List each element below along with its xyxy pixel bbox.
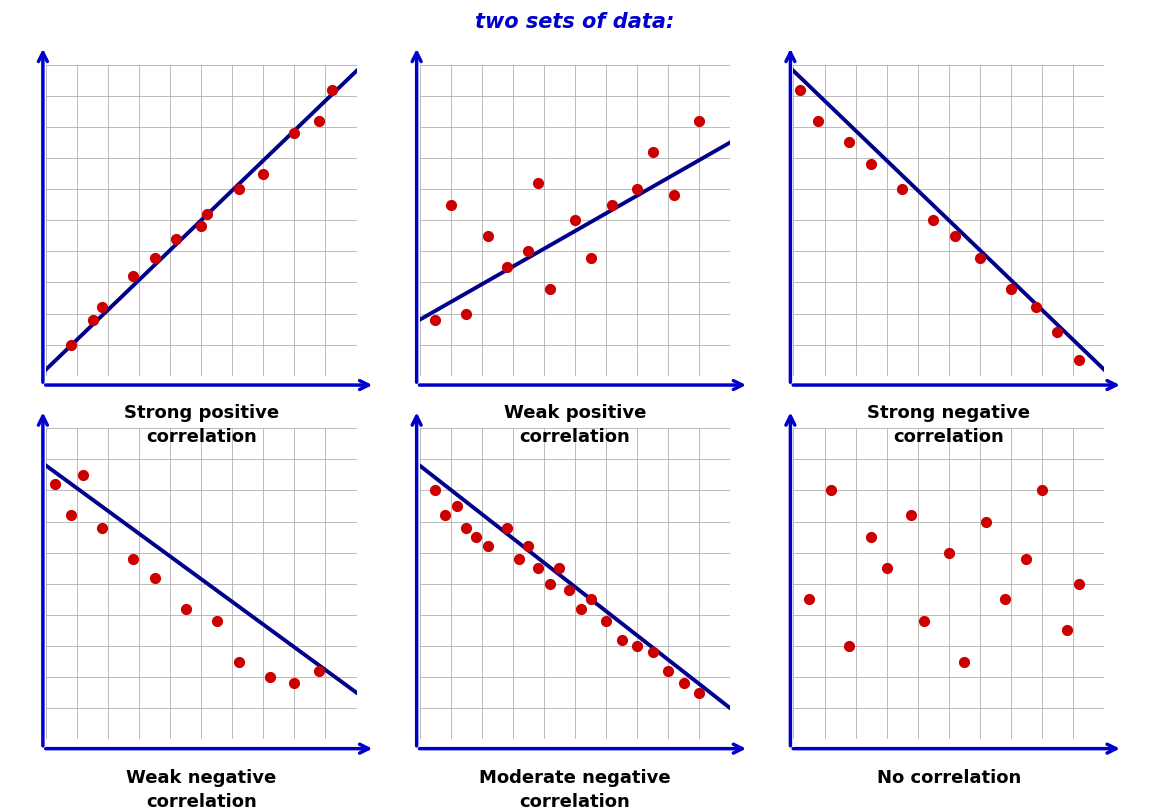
Point — [62, 338, 81, 351]
Point — [310, 114, 329, 127]
Point — [841, 640, 859, 653]
Text: Strong positive
correlation: Strong positive correlation — [124, 404, 278, 445]
Point — [177, 602, 196, 615]
Text: two sets of data:: two sets of data: — [475, 12, 675, 32]
Point — [145, 571, 164, 584]
Point — [458, 307, 476, 320]
Point — [674, 677, 692, 690]
Text: Weak negative
correlation: Weak negative correlation — [126, 769, 276, 808]
Point — [124, 553, 143, 566]
Point — [1070, 354, 1088, 367]
Point — [74, 469, 92, 482]
Point — [46, 478, 64, 490]
Point — [540, 282, 559, 295]
Point — [285, 127, 304, 140]
Point — [976, 516, 995, 528]
Point — [971, 251, 989, 264]
Point — [551, 562, 569, 574]
Point — [1058, 624, 1076, 637]
Point — [628, 183, 646, 196]
Point — [509, 553, 528, 566]
Point — [925, 213, 943, 226]
Point — [442, 198, 460, 211]
Point — [529, 176, 547, 189]
Point — [167, 233, 185, 246]
Point — [310, 664, 329, 677]
Point — [498, 260, 516, 273]
Point — [467, 531, 485, 544]
Point — [799, 593, 818, 606]
Point — [821, 484, 839, 497]
Point — [644, 145, 662, 158]
Point — [498, 521, 516, 534]
Point — [229, 655, 247, 668]
Point — [426, 314, 444, 326]
Point — [945, 229, 964, 242]
Point — [1033, 484, 1051, 497]
Point — [1049, 326, 1067, 339]
Point — [572, 602, 590, 615]
Point — [124, 270, 143, 283]
Point — [260, 671, 278, 684]
Point — [1002, 282, 1020, 295]
Point — [83, 314, 101, 326]
Point — [458, 521, 476, 534]
Point — [529, 562, 547, 574]
Point — [1070, 577, 1088, 590]
Point — [1027, 301, 1045, 314]
Point — [613, 633, 631, 646]
Point — [436, 509, 454, 522]
Point — [478, 229, 497, 242]
Point — [62, 509, 81, 522]
Point — [581, 251, 600, 264]
Point — [892, 183, 911, 196]
Point — [810, 114, 828, 127]
Point — [862, 158, 881, 170]
Point — [198, 208, 216, 221]
Point — [996, 593, 1014, 606]
Point — [690, 114, 708, 127]
Point — [790, 83, 808, 96]
Point — [903, 509, 921, 522]
Point — [581, 593, 600, 606]
Point — [322, 83, 340, 96]
Point — [254, 167, 273, 180]
Point — [447, 499, 466, 512]
Point — [478, 540, 497, 553]
Point — [1018, 553, 1036, 566]
Point — [566, 213, 584, 226]
Point — [914, 615, 933, 628]
Point — [862, 531, 881, 544]
Text: Strong negative
correlation: Strong negative correlation — [867, 404, 1030, 445]
Point — [426, 484, 444, 497]
Text: Moderate negative
correlation: Moderate negative correlation — [480, 769, 670, 808]
Point — [519, 245, 537, 258]
Point — [93, 521, 112, 534]
Point — [192, 220, 210, 233]
Point — [940, 546, 958, 559]
Point — [644, 646, 662, 659]
Point — [560, 583, 578, 596]
Point — [519, 540, 537, 553]
Point — [659, 664, 677, 677]
Point — [954, 655, 973, 668]
Text: Weak positive
correlation: Weak positive correlation — [504, 404, 646, 445]
Point — [628, 640, 646, 653]
Point — [877, 562, 896, 574]
Point — [229, 183, 247, 196]
Text: No correlation: No correlation — [876, 769, 1021, 787]
Point — [665, 189, 683, 202]
Point — [285, 677, 304, 690]
Point — [540, 577, 559, 590]
Point — [93, 301, 112, 314]
Point — [145, 251, 164, 264]
Point — [690, 686, 708, 699]
Point — [603, 198, 621, 211]
Point — [207, 615, 225, 628]
Point — [841, 136, 859, 149]
Point — [597, 615, 615, 628]
